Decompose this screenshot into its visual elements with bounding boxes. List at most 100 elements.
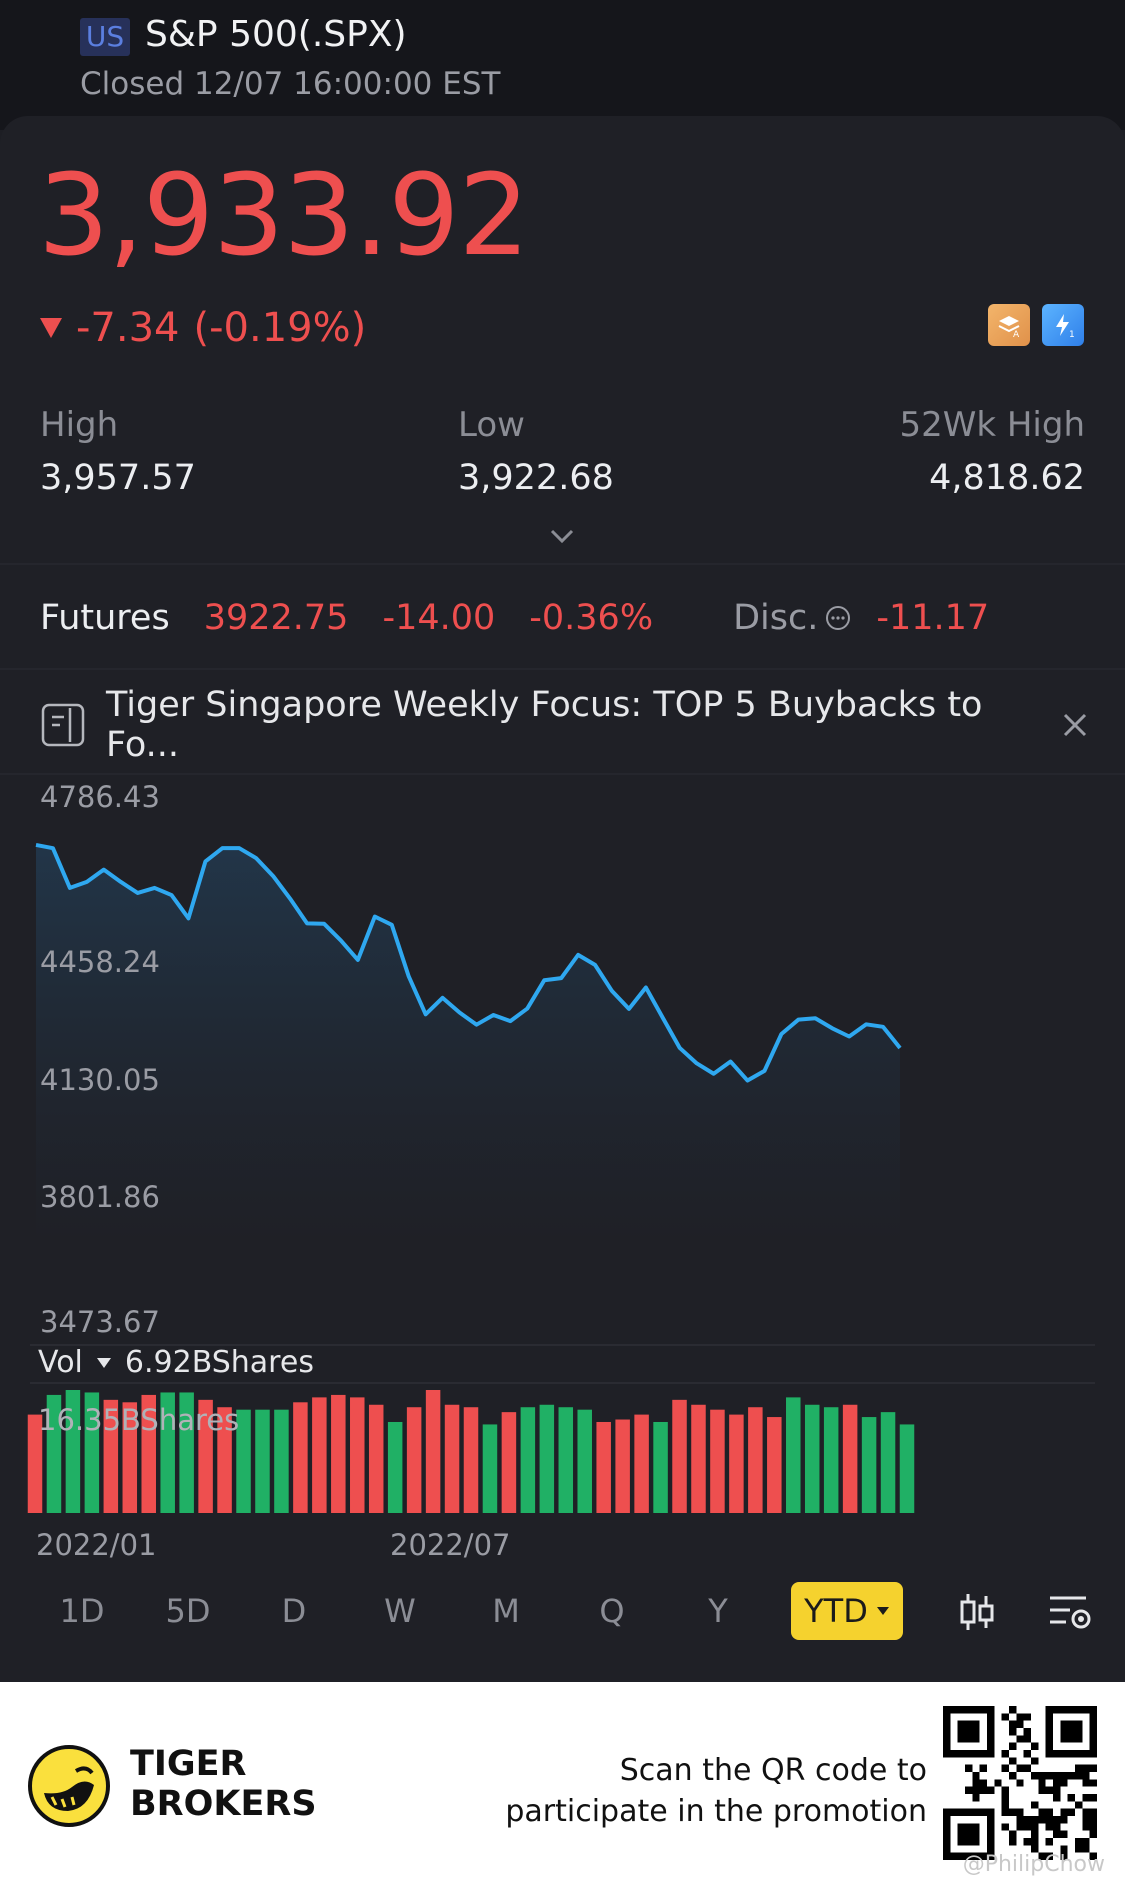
volume-bar	[691, 1404, 706, 1513]
volume-bar	[198, 1399, 213, 1513]
volume-bar	[615, 1419, 630, 1513]
volume-bar	[577, 1409, 592, 1513]
range-m[interactable]: M	[492, 1592, 520, 1630]
high-label: High	[40, 405, 119, 445]
volume-bar	[425, 1390, 441, 1513]
dropdown-triangle-icon	[876, 1607, 889, 1615]
volume-bar	[672, 1399, 687, 1513]
price-area	[36, 844, 900, 1250]
volume-bar	[312, 1397, 327, 1513]
volume-bar	[141, 1394, 156, 1513]
volume-bar	[179, 1392, 194, 1513]
volume-bar	[880, 1412, 896, 1513]
high-value: 3,957.57	[40, 458, 196, 498]
divider	[0, 668, 1125, 670]
volume-bar	[331, 1394, 346, 1513]
x-axis-label: 2022/07	[390, 1528, 511, 1562]
volume-bar	[406, 1407, 422, 1513]
volume-bar	[539, 1404, 555, 1513]
volume-bar	[482, 1424, 498, 1513]
volume-bar	[501, 1412, 517, 1513]
volume-bar	[274, 1409, 289, 1513]
volume-bar	[842, 1404, 858, 1513]
news-icon	[41, 703, 85, 747]
low-label: Low	[458, 405, 525, 445]
change-percent: (-0.19%)	[193, 305, 367, 351]
low-value: 3,922.68	[458, 458, 614, 498]
volume-label: Vol	[38, 1345, 83, 1380]
volume-bar	[103, 1399, 119, 1513]
range-d[interactable]: D	[281, 1592, 307, 1630]
header: US S&P 500(.SPX) Closed 12/07 16:00:00 E…	[0, 0, 1125, 130]
close-icon[interactable]	[1060, 710, 1090, 740]
chart-settings-icon[interactable]	[1046, 1590, 1094, 1634]
discount-value: -11.17	[876, 598, 990, 638]
range-q[interactable]: Q	[599, 1592, 625, 1630]
promo-line-2: participate in the promotion	[505, 1794, 927, 1829]
volume-bar	[65, 1390, 81, 1513]
news-banner[interactable]: Tiger Singapore Weekly Focus: TOP 5 Buyb…	[40, 685, 1090, 765]
dropdown-triangle-icon[interactable]	[96, 1357, 111, 1368]
volume-bar	[122, 1402, 138, 1513]
y-axis-label: 4130.05	[40, 1063, 160, 1097]
page-title: S&P 500(.SPX)	[145, 14, 407, 55]
y-axis-label: 4458.24	[40, 945, 160, 979]
y-axis-label: 3473.67	[40, 1305, 160, 1339]
volume-bar	[710, 1409, 725, 1513]
volume-bar	[520, 1407, 536, 1513]
volume-selector[interactable]: Vol 6.92BShares	[38, 1345, 314, 1380]
volume-bar	[804, 1404, 820, 1513]
volume-bar	[558, 1407, 574, 1513]
volume-bar	[899, 1424, 915, 1513]
price-line	[35, 842, 902, 1083]
down-arrow-icon	[40, 318, 62, 338]
chevron-down-icon[interactable]	[548, 522, 576, 550]
brand-name: TIGER BROKERS	[130, 1744, 317, 1824]
volume-bar	[84, 1392, 100, 1513]
volume-bar	[634, 1414, 649, 1513]
volume-value: 6.92BShares	[124, 1345, 314, 1380]
volume-bar	[293, 1402, 308, 1513]
volume-bar	[823, 1407, 839, 1513]
futures-row[interactable]: Futures 3922.75 -14.00 -0.36% Disc. -11.…	[40, 598, 1023, 638]
volume-bar	[729, 1414, 744, 1513]
range-ytd[interactable]: YTD	[791, 1582, 903, 1640]
qr-code-icon[interactable]	[943, 1706, 1097, 1860]
volume-bar	[350, 1397, 365, 1513]
y-axis-label: 4786.43	[40, 780, 160, 814]
market-badge: US	[80, 18, 130, 56]
volume-bar	[767, 1417, 782, 1513]
52wk-high-value: 4,818.62	[929, 458, 1085, 498]
x-axis-label: 2022/01	[36, 1528, 157, 1562]
volume-bar	[255, 1409, 270, 1513]
range-1d[interactable]: 1D	[59, 1592, 105, 1630]
discount-text: Disc.	[733, 598, 819, 638]
futures-price: 3922.75	[203, 598, 349, 638]
range-5d[interactable]: 5D	[165, 1592, 211, 1630]
candlestick-icon[interactable]	[955, 1590, 999, 1634]
volume-bar	[368, 1404, 384, 1513]
svg-text:1: 1	[1069, 330, 1075, 339]
more-info-icon[interactable]	[824, 604, 852, 632]
divider	[0, 773, 1125, 775]
volume-bar	[596, 1421, 611, 1513]
news-headline[interactable]: Tiger Singapore Weekly Focus: TOP 5 Buyb…	[106, 685, 983, 765]
market-status: Closed 12/07 16:00:00 EST	[80, 66, 501, 102]
tiger-logo-icon	[28, 1745, 110, 1827]
volume-bar	[748, 1407, 763, 1513]
y-axis-label: 3801.86	[40, 1180, 160, 1214]
svg-text:A: A	[1013, 330, 1020, 339]
layers-a-icon[interactable]: A	[988, 304, 1030, 346]
range-selector: 1D 5D D W M Q Y YTD	[0, 1582, 1125, 1660]
lightning-1-icon[interactable]: 1	[1042, 304, 1084, 346]
range-w[interactable]: W	[384, 1592, 416, 1630]
watermark: @PhilipChow	[962, 1852, 1105, 1877]
futures-change: -14.00	[382, 598, 496, 638]
promo-footer: TIGER BROKERS Scan the QR code to partic…	[0, 1682, 1125, 1893]
price-chart[interactable]	[0, 780, 1125, 1580]
discount-label[interactable]: Disc.	[733, 598, 852, 638]
range-y[interactable]: Y	[708, 1592, 728, 1630]
volume-bar	[786, 1397, 801, 1513]
promo-text: Scan the QR code to participate in the p…	[505, 1750, 927, 1832]
volume-bar	[444, 1404, 460, 1513]
